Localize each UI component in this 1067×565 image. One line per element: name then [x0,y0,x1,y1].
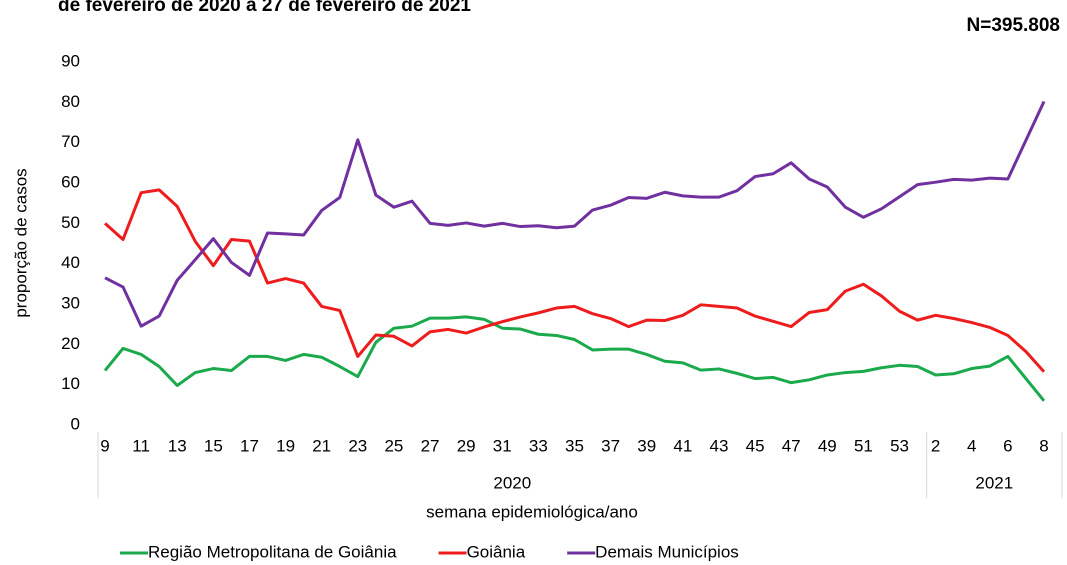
annotation: N=395.808 [967,15,1061,36]
x-tick-label: 6 [1003,436,1012,455]
x-tick-label: 49 [818,436,837,455]
y-tick-label: 50 [61,213,80,232]
y-tick-label: 60 [61,172,80,191]
x-tick-label: 8 [1039,436,1048,455]
x-tick-label: 19 [276,436,295,455]
x-tick-label: 21 [312,436,331,455]
x-tick-label: 37 [601,436,620,455]
group-label: 2020 [493,473,531,492]
y-tick-label: 80 [61,92,80,111]
legend-label: Demais Municípios [595,542,739,561]
x-tick-label: 11 [132,436,150,455]
x-tick-label: 51 [854,436,873,455]
x-tick-label: 13 [168,436,187,455]
x-tick-label: 25 [384,436,403,455]
legend-label: Região Metropolitana de Goiânia [148,542,397,561]
x-tick-label: 4 [967,436,976,455]
x-axis-title: semana epidemiológica/ano [426,502,638,521]
x-tick-label: 31 [493,436,512,455]
x-tick-label: 39 [637,436,656,455]
series-line [104,188,1046,373]
y-tick-label: 40 [61,253,80,272]
x-tick-label: 53 [890,436,909,455]
y-tick-label: 20 [61,334,80,353]
x-tick-label: 29 [457,436,476,455]
x-tick-label: 27 [421,436,440,455]
chart-title: de fevereiro de 2020 a 27 de fevereiro d… [58,0,471,16]
y-tick-label: 10 [61,374,80,393]
y-axis-title: proporção de casos [11,168,30,317]
y-tick-label: 30 [61,293,80,312]
x-tick-label: 15 [204,436,223,455]
x-tick-label: 2 [931,436,940,455]
x-tick-label: 17 [240,436,259,455]
y-tick-label: 90 [61,51,80,70]
x-tick-label: 35 [565,436,584,455]
series-line [104,100,1046,328]
x-tick-label: 43 [710,436,729,455]
x-tick-label: 33 [529,436,548,455]
series-line [103,315,1046,402]
legend-label: Goiânia [467,542,526,561]
x-tick-label: 47 [782,436,801,455]
x-tick-label: 45 [746,436,765,455]
y-tick-label: 0 [71,414,80,433]
y-tick-label: 70 [61,132,80,151]
group-label: 2021 [975,473,1013,492]
x-tick-label: 23 [348,436,367,455]
x-tick-label: 9 [100,436,109,455]
x-tick-label: 41 [673,436,692,455]
